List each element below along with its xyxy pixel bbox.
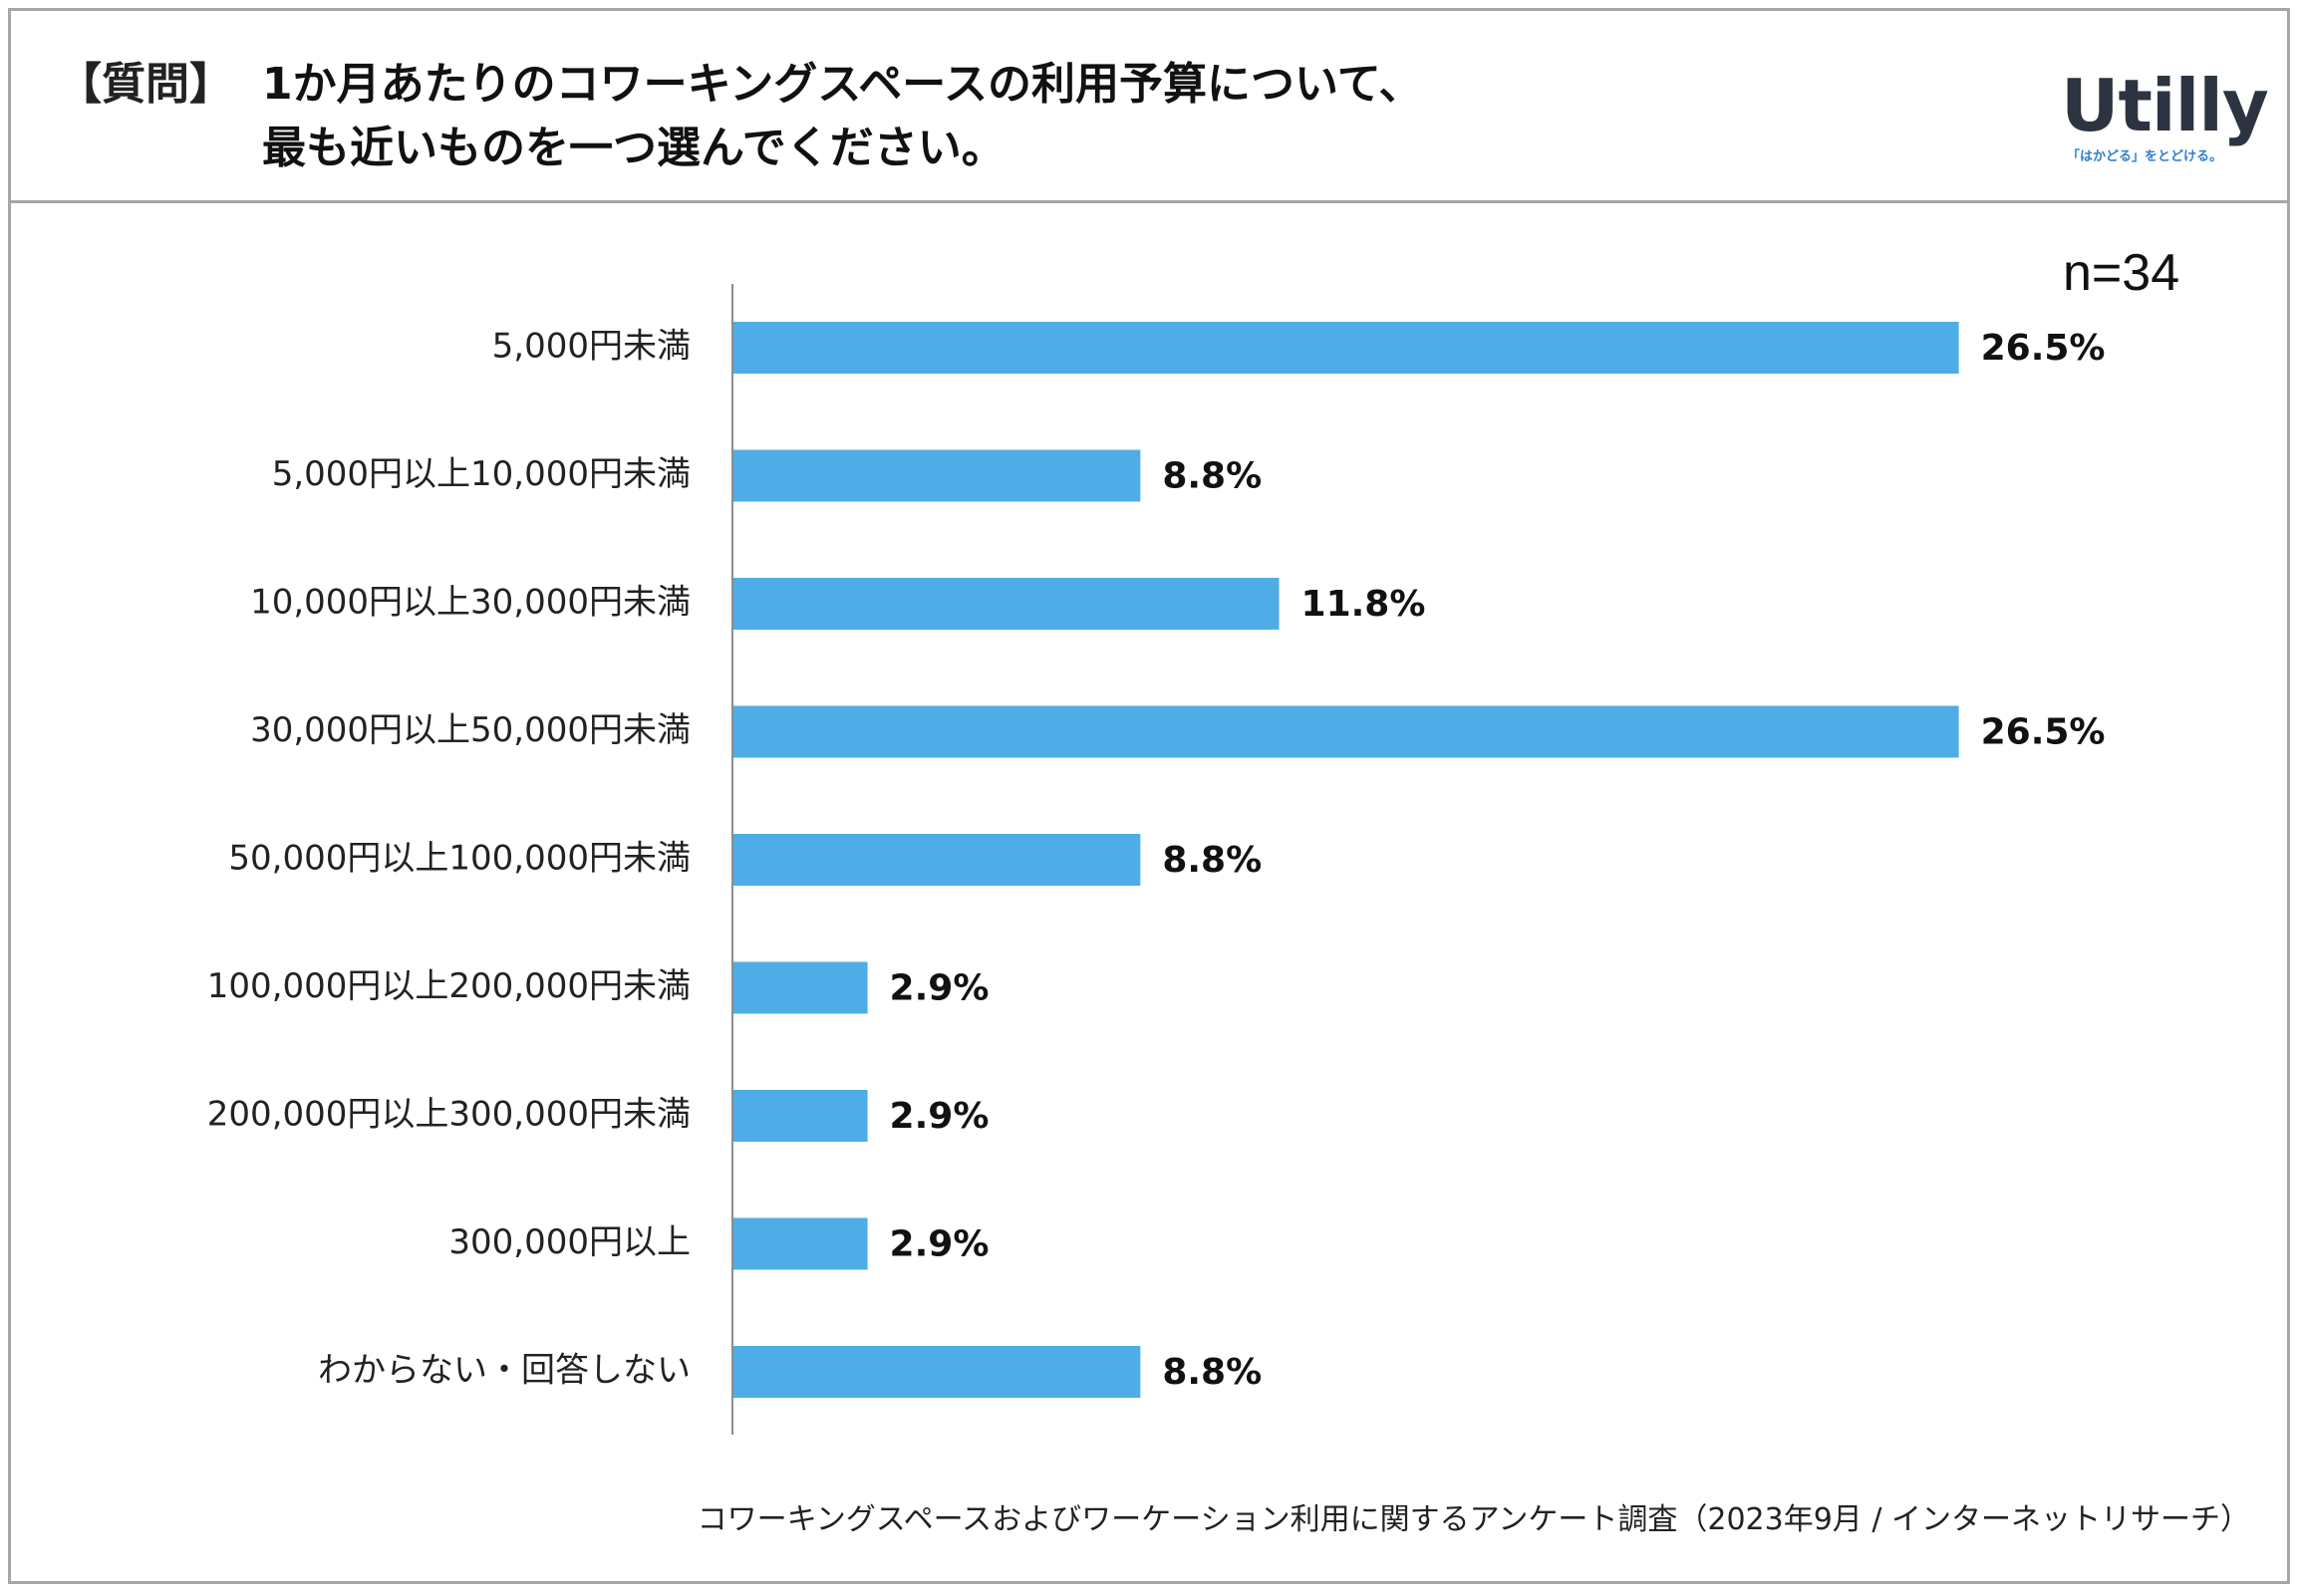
question-tag: 【質問】	[58, 59, 233, 110]
value-label-8: 8.8%	[1162, 1352, 1262, 1393]
logo-tagline: 「はかどる」をとどける。	[2067, 149, 2223, 164]
utilly-logo: Utilly 「はかどる」をとどける。	[2061, 70, 2269, 169]
category-label-0: 5,000円未満	[492, 327, 691, 367]
sample-size: n=34	[2063, 244, 2180, 302]
bar-5	[733, 961, 868, 1014]
category-label-5: 100,000円以上200,000円未満	[207, 966, 691, 1006]
bar-4	[733, 834, 1141, 886]
value-label-0: 26.5%	[1981, 328, 2106, 369]
category-label-1: 5,000円以上10,000円未満	[272, 454, 691, 494]
value-label-5: 2.9%	[890, 968, 990, 1009]
question-text-line1: 1か月あたりのコワーキングスペースの利用予算について、	[262, 59, 1423, 110]
value-label-2: 11.8%	[1301, 584, 1426, 625]
source-note: コワーキングスペースおよびワーケーション利用に関するアンケート調査（2023年9…	[697, 1502, 2250, 1537]
question-text-line2: 最も近いものを一つ選んでください。	[262, 123, 1006, 173]
figure-frame	[8, 8, 2290, 1584]
value-label-1: 8.8%	[1162, 456, 1262, 497]
category-label-4: 50,000円以上100,000円未満	[228, 839, 691, 879]
category-label-8: わからない・回答しない	[318, 1351, 691, 1391]
bar-8	[733, 1346, 1141, 1398]
category-label-6: 200,000円以上300,000円未満	[207, 1095, 691, 1135]
bar-1	[733, 449, 1141, 502]
category-label-3: 30,000円以上50,000円未満	[250, 710, 691, 750]
bar-7	[733, 1217, 868, 1270]
category-label-2: 10,000円以上30,000円未満	[250, 583, 691, 623]
value-label-6: 2.9%	[890, 1096, 990, 1137]
bar-2	[733, 578, 1280, 630]
bar-0	[733, 322, 1959, 374]
value-label-4: 8.8%	[1162, 840, 1262, 881]
category-label-7: 300,000円以上	[448, 1222, 691, 1262]
logo-wordmark: Utilly	[2061, 64, 2269, 147]
question-header: 【質問】 1か月あたりのコワーキングスペースの利用予算について、 最も近いものを…	[8, 8, 2290, 203]
value-label-7: 2.9%	[890, 1224, 990, 1265]
bar-6	[733, 1090, 868, 1142]
value-label-3: 26.5%	[1981, 712, 2106, 753]
bar-3	[733, 705, 1959, 758]
